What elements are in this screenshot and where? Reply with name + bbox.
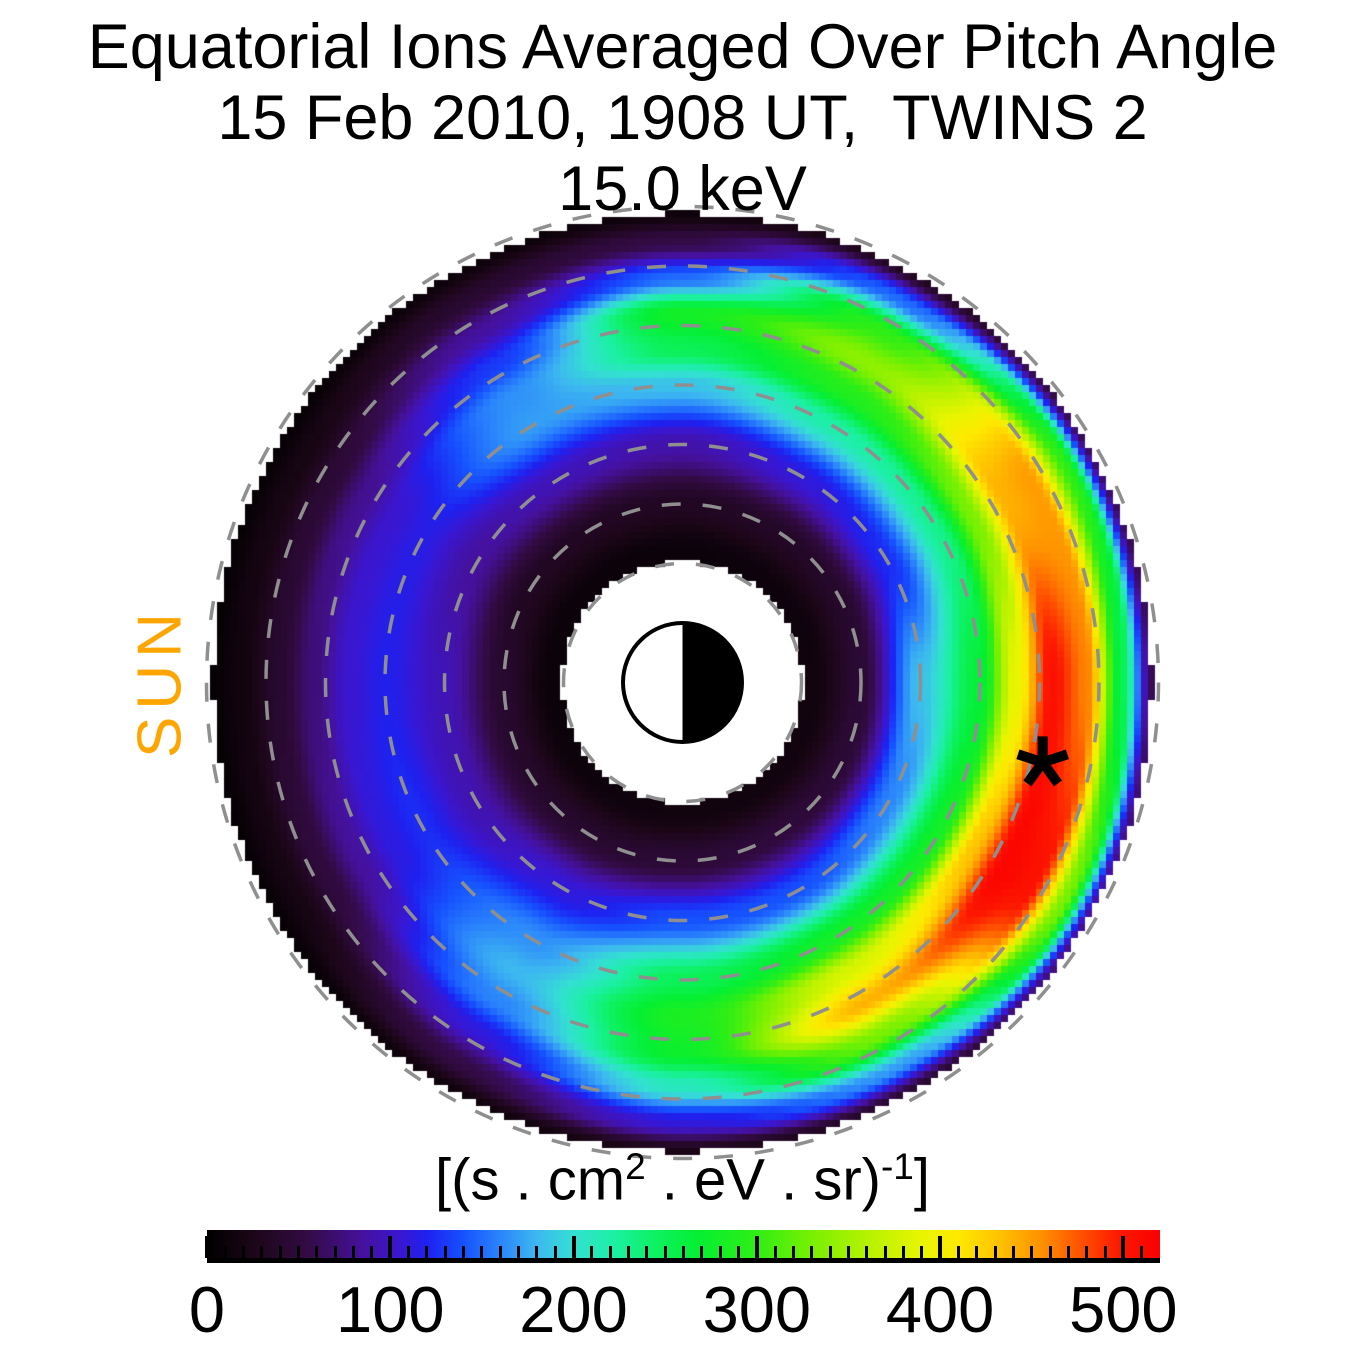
colorbar-minor-tick — [736, 1246, 740, 1258]
colorbar-minor-tick — [480, 1246, 484, 1258]
colorbar-minor-tick — [590, 1246, 594, 1258]
colorbar-minor-tick — [608, 1246, 612, 1258]
colorbar-tick-label-300: 300 — [702, 1273, 812, 1346]
colorbar-minor-tick — [920, 1246, 924, 1258]
colorbar-minor-tick — [535, 1246, 539, 1258]
title-line-3: 15.0 keV — [558, 154, 807, 224]
colorbar-minor-tick — [828, 1246, 832, 1258]
colorbar-minor-tick — [1011, 1246, 1015, 1258]
colorbar-tick-label-200: 200 — [519, 1273, 628, 1346]
colorbar-minor-tick — [627, 1246, 631, 1258]
colorbar-minor-tick — [865, 1246, 869, 1258]
earth-outline-icon — [621, 621, 744, 744]
plot-title: Equatorial Ions Averaged Over Pitch Angl… — [0, 12, 1365, 225]
colorbar-minor-tick — [407, 1246, 411, 1258]
colorbar-major-tick-500 — [1121, 1236, 1126, 1258]
colorbar-minor-tick — [956, 1246, 960, 1258]
earth-nightside — [682, 623, 742, 742]
colorbar-major-tick-200 — [571, 1236, 576, 1258]
title-line-2: 15 Feb 2010, 1908 UT, TWINS 2 — [217, 83, 1148, 153]
colorbar-minor-tick — [553, 1246, 557, 1258]
l-shell-ring-3 — [502, 502, 863, 863]
colorbar-minor-tick — [443, 1246, 447, 1258]
colorbar-minor-tick — [810, 1246, 814, 1258]
colorbar-tick-label-100: 100 — [336, 1273, 445, 1346]
colorbar-minor-tick — [1048, 1246, 1052, 1258]
colorbar-units-label: [(s . cm2 . eV . sr)-1] — [0, 1146, 1365, 1213]
l-shell-ring-6 — [323, 323, 1042, 1042]
colorbar-minor-tick — [1103, 1246, 1107, 1258]
colorbar-minor-tick — [242, 1246, 246, 1258]
units-superscript-minus-1: -1 — [880, 1146, 914, 1187]
spacecraft-asterisk-icon-arm-4 — [1038, 759, 1062, 787]
colorbar-minor-tick — [901, 1246, 905, 1258]
colorbar-major-tick-100 — [388, 1236, 393, 1258]
colorbar-minor-tick — [498, 1246, 502, 1258]
colorbar-major-tick-0 — [205, 1236, 209, 1258]
units-part-3: ] — [913, 1147, 930, 1213]
colorbar-minor-tick — [700, 1246, 704, 1258]
units-superscript-2: 2 — [625, 1146, 646, 1187]
colorbar-minor-tick — [645, 1246, 649, 1258]
colorbar-minor-tick — [260, 1246, 264, 1258]
colorbar-minor-tick — [315, 1246, 319, 1258]
colorbar-minor-tick — [682, 1246, 685, 1258]
colorbar-major-tick-400 — [938, 1236, 943, 1258]
colorbar-tick-label-500: 500 — [1069, 1273, 1178, 1346]
colorbar-gradient — [205, 1230, 1160, 1258]
colorbar-minor-tick — [333, 1246, 337, 1258]
colorbar-minor-tick — [846, 1246, 850, 1258]
l-shell-ring-2 — [561, 561, 804, 804]
colorbar-tick-label-0: 0 — [188, 1273, 226, 1346]
colorbar-minor-tick — [370, 1246, 374, 1258]
l-shell-ring-7 — [264, 264, 1101, 1101]
sun-direction-label: SUN — [125, 606, 195, 758]
colorbar-minor-tick — [883, 1246, 887, 1258]
colorbar-minor-tick — [278, 1246, 282, 1258]
colorbar-major-tick-300 — [754, 1236, 759, 1258]
colorbar-minor-tick — [1085, 1246, 1089, 1258]
colorbar-minor-tick — [1030, 1246, 1034, 1258]
title-line-1: Equatorial Ions Averaged Over Pitch Angl… — [87, 12, 1278, 82]
l-shell-ring-4 — [442, 442, 923, 923]
colorbar — [205, 1230, 1160, 1263]
colorbar-tick-label-400: 400 — [885, 1273, 995, 1346]
colorbar-minor-tick — [425, 1246, 429, 1258]
colorbar-minor-tick — [297, 1246, 301, 1258]
l-shell-ring-5 — [383, 383, 982, 982]
colorbar-minor-tick — [773, 1246, 777, 1258]
colorbar-minor-tick — [718, 1246, 722, 1258]
colorbar-minor-tick — [663, 1246, 667, 1258]
colorbar-minor-tick — [1140, 1246, 1144, 1258]
colorbar-minor-tick — [975, 1246, 979, 1258]
colorbar-minor-tick — [462, 1246, 466, 1258]
units-part-1: [(s . cm — [435, 1147, 626, 1213]
colorbar-minor-tick — [993, 1246, 997, 1258]
colorbar-minor-tick — [352, 1246, 356, 1258]
l-shell-ring-8 — [204, 204, 1161, 1161]
units-part-2: . eV . sr) — [645, 1147, 881, 1213]
colorbar-minor-tick — [1066, 1246, 1070, 1258]
colorbar-minor-tick — [223, 1246, 227, 1258]
colorbar-minor-tick — [791, 1246, 795, 1258]
colorbar-minor-tick — [517, 1246, 521, 1258]
colorbar-tick-labels: 0 100 200 300 400 500 — [0, 1272, 1365, 1352]
